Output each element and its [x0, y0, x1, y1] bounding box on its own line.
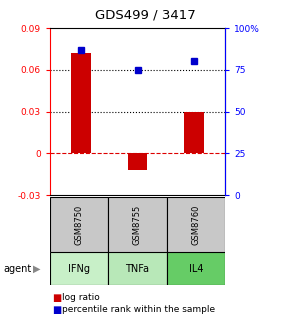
Text: TNFa: TNFa [126, 263, 150, 274]
Text: IL4: IL4 [188, 263, 203, 274]
Bar [184, 112, 204, 153]
Text: ■: ■ [52, 305, 61, 315]
Bar [50, 197, 108, 252]
Text: ■: ■ [52, 293, 61, 303]
Text: GSM8755: GSM8755 [133, 204, 142, 245]
Bar [50, 252, 108, 285]
Text: GSM8750: GSM8750 [75, 204, 84, 245]
Text: GSM8760: GSM8760 [191, 204, 200, 245]
Bar [71, 53, 91, 153]
Text: IFNg: IFNg [68, 263, 90, 274]
Text: log ratio: log ratio [62, 294, 100, 302]
Bar [167, 197, 225, 252]
Bar [167, 252, 225, 285]
Bar [108, 197, 167, 252]
Bar [128, 153, 147, 170]
Text: agent: agent [3, 263, 31, 274]
Text: GDS499 / 3417: GDS499 / 3417 [95, 8, 195, 22]
Text: percentile rank within the sample: percentile rank within the sample [62, 305, 215, 314]
Bar [108, 252, 167, 285]
Text: ▶: ▶ [33, 263, 41, 274]
